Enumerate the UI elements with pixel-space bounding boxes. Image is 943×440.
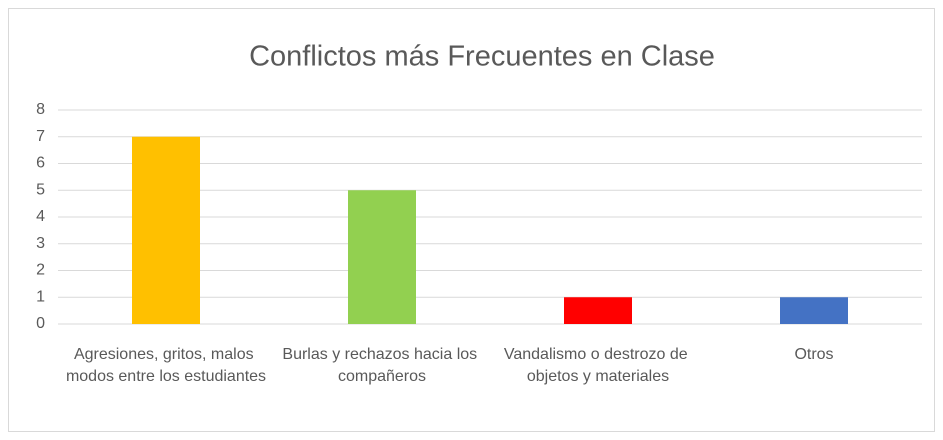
y-tick-label: 1 [36, 288, 45, 305]
y-tick-label: 3 [36, 235, 45, 252]
bar [348, 190, 416, 324]
y-tick-label: 4 [36, 208, 45, 225]
y-tick-label: 7 [36, 128, 45, 145]
x-tick-label: Burlas y rechazos hacia los compañeros [282, 346, 481, 385]
y-tick-label: 2 [36, 262, 45, 279]
y-tick-label: 0 [36, 315, 45, 332]
bar [564, 297, 632, 324]
x-tick-label: Agresiones, gritos, malos modos entre lo… [66, 346, 266, 385]
bar [780, 297, 848, 324]
bar [132, 136, 200, 324]
y-tick-label: 8 [36, 101, 45, 118]
chart-title: Conflictos más Frecuentes en Clase [249, 41, 715, 73]
x-tick-label: Vandalismo o destrozo de objetos y mater… [504, 346, 692, 385]
y-tick-label: 6 [36, 155, 45, 172]
y-tick-label: 5 [36, 181, 45, 198]
x-tick-label: Otros [794, 346, 833, 363]
